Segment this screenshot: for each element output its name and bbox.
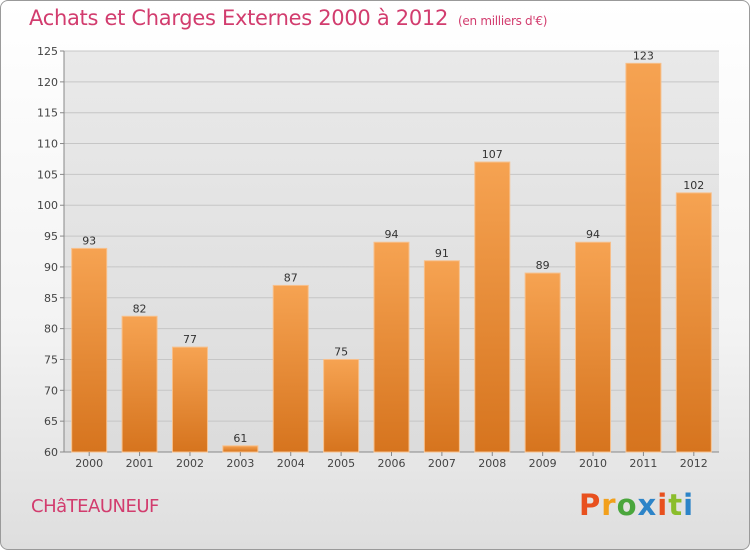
y-tick-label: 110 [37,138,58,151]
bar-value-label: 61 [233,432,247,445]
x-tick-label: 2004 [277,457,305,470]
y-tick-label: 125 [37,45,58,58]
y-tick-label: 65 [44,415,58,428]
logo-letter: i [657,488,669,522]
bar-value-label: 91 [435,247,449,260]
x-tick-label: 2006 [378,457,406,470]
y-tick-label: 90 [44,261,58,274]
bar-value-label: 102 [683,179,704,192]
x-tick-label: 2000 [75,457,103,470]
y-tick-label: 60 [44,446,58,459]
x-tick-label: 2002 [176,457,204,470]
x-tick-label: 2005 [327,457,355,470]
x-tick-label: 2011 [629,457,657,470]
y-tick-label: 100 [37,199,58,212]
y-tick-label: 95 [44,230,58,243]
bar [675,192,712,453]
logo-letter: i [683,488,695,522]
logo-letter: o [616,488,638,522]
chart-title: Achats et Charges Externes 2000 à 2012 (e… [29,6,547,30]
bar [323,358,360,453]
x-tick-label: 2009 [529,457,557,470]
x-tick-label: 2012 [680,457,708,470]
x-tick-label: 2007 [428,457,456,470]
bar [71,247,108,453]
bar-value-label: 75 [334,345,348,358]
bar-value-label: 123 [633,49,654,62]
y-tick-label: 85 [44,292,58,305]
bar [222,445,259,453]
logo-letter: r [601,488,617,522]
bar-value-label: 82 [133,302,147,315]
bar [524,272,561,453]
logo-letter: x [637,488,658,522]
bar [625,62,662,453]
bar-value-label: 87 [284,271,298,284]
y-tick-label: 70 [44,384,58,397]
bar [474,161,511,453]
y-tick-label: 120 [37,76,58,89]
bar-value-label: 93 [82,234,96,247]
x-tick-label: 2003 [226,457,254,470]
y-tick-label: 115 [37,107,58,120]
chart-unit: (en milliers d'€) [458,14,548,28]
bar-value-label: 94 [385,228,399,241]
proxiti-logo: Proxiti [579,488,694,522]
x-tick-label: 2001 [126,457,154,470]
logo-letter: t [668,488,684,522]
bar-value-label: 77 [183,333,197,346]
y-tick-label: 80 [44,323,58,336]
bar [373,241,410,453]
x-tick-label: 2010 [579,457,607,470]
bar [121,315,158,453]
commune-name: CHâTEAUNEUF [31,496,159,517]
bar [423,260,460,453]
bar [575,241,612,453]
bar-value-label: 89 [536,259,550,272]
x-tick-label: 2008 [478,457,506,470]
y-tick-label: 105 [37,168,58,181]
logo-letter: P [579,488,602,522]
bar-value-label: 107 [482,148,503,161]
y-tick-label: 75 [44,353,58,366]
bar [171,346,208,453]
chart-title-text: Achats et Charges Externes 2000 à 2012 [29,6,449,30]
bar [272,284,309,453]
bar-value-label: 94 [586,228,600,241]
